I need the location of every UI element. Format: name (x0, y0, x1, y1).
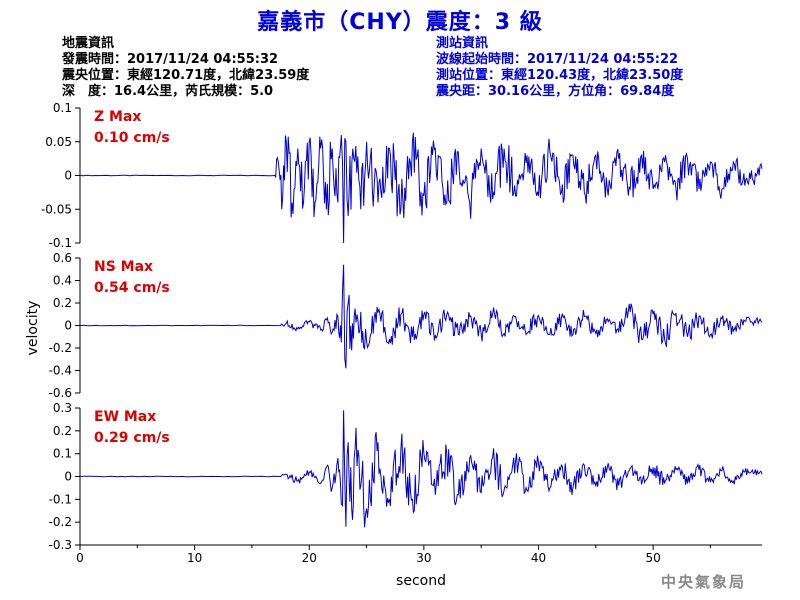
x-tick-label: 30 (416, 551, 431, 565)
peak-label-z: Z Max (94, 109, 141, 125)
trace-z (79, 132, 763, 244)
x-tick-label: 20 (302, 551, 317, 565)
y-tick-label: -0.2 (49, 341, 72, 355)
y-tick-label: 0.1 (53, 101, 72, 115)
y-tick-label: -0.6 (49, 386, 72, 400)
wave-start-time: 波線起始時間：2017/11/24 04:55:22 (436, 52, 679, 67)
y-tick-label: -0.4 (49, 364, 72, 378)
y-tick-label: 0.05 (45, 135, 72, 149)
y-tick-label: -0.05 (41, 202, 72, 216)
x-tick-label: 10 (187, 551, 202, 565)
y-tick-label: 0 (64, 319, 72, 333)
agency-watermark: 中央氣象局 (660, 573, 746, 591)
peak-value-ns: 0.54 cm/s (94, 280, 170, 296)
x-axis-label: second (396, 573, 446, 589)
station-info-heading: 測站資訊 (436, 36, 489, 51)
y-tick-label: 0.6 (53, 251, 72, 265)
x-tick-label: 0 (76, 551, 84, 565)
peak-value-ew: 0.29 cm/s (94, 430, 170, 446)
y-axis-label: velocity (25, 301, 41, 356)
y-tick-label: -0.2 (49, 515, 72, 529)
x-tick-label: 50 (645, 551, 660, 565)
trace-ew (79, 410, 763, 528)
y-tick-label: -0.1 (49, 492, 72, 506)
epicenter-location: 震央位置：東經120.71度，北緯23.59度 (62, 68, 310, 83)
peak-label-ew: EW Max (94, 409, 156, 425)
y-tick-label: 0.2 (53, 424, 72, 438)
peak-value-z: 0.10 cm/s (94, 130, 170, 146)
quake-info-heading: 地震資訊 (62, 36, 115, 51)
y-tick-label: 0.4 (53, 274, 72, 288)
origin-time: 發震時間：2017/11/24 04:55:32 (62, 52, 279, 67)
page-title: 嘉義市（CHY）震度：3 級 (257, 10, 543, 35)
quake-info-block: 地震資訊 發震時間：2017/11/24 04:55:32 震央位置：東經120… (62, 36, 309, 100)
peak-label-ns: NS Max (94, 259, 153, 275)
station-info-block: 測站資訊 波線起始時間：2017/11/24 04:55:22 測站位置：東經1… (436, 36, 683, 100)
y-tick-label: -0.1 (49, 236, 72, 250)
y-tick-label: -0.3 (49, 538, 72, 552)
y-tick-label: 0 (64, 470, 72, 484)
x-tick-label: 40 (531, 551, 546, 565)
y-tick-label: 0.3 (53, 401, 72, 415)
epicentral-distance: 震央距：30.16公里，方位角：69.84度 (436, 84, 675, 99)
y-tick-label: 0.2 (53, 296, 72, 310)
depth-magnitude: 深 度：16.4公里，芮氏規模：5.0 (62, 84, 274, 99)
station-location: 測站位置：東經120.43度，北緯23.50度 (436, 68, 684, 83)
trace-ns (79, 264, 763, 369)
y-tick-label: 0 (64, 169, 72, 183)
y-tick-label: 0.1 (53, 447, 72, 461)
